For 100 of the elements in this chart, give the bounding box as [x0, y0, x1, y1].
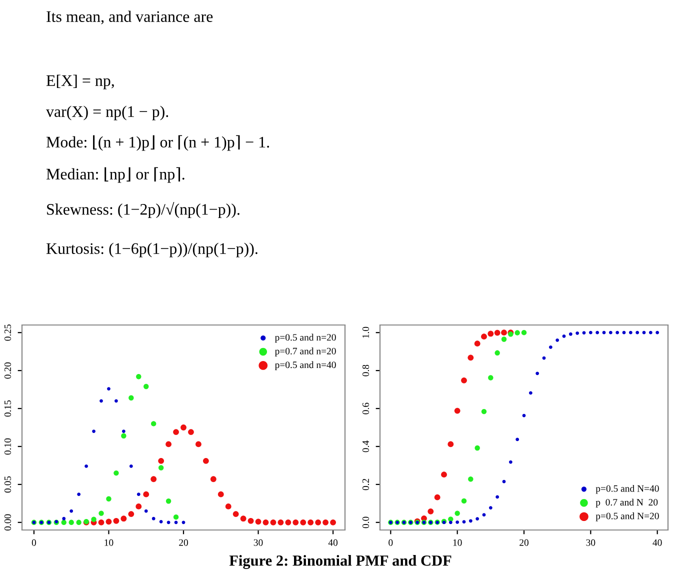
point	[476, 517, 480, 520]
text: E[X] = np,	[46, 74, 114, 90]
point	[225, 504, 232, 510]
point	[91, 516, 96, 522]
point	[240, 516, 246, 522]
point	[248, 518, 254, 524]
point	[488, 375, 494, 380]
point	[516, 438, 520, 442]
point	[255, 518, 262, 525]
point	[114, 399, 118, 403]
point	[136, 492, 140, 496]
legend-label: p=0.5 and N=20	[596, 512, 659, 522]
point	[278, 519, 284, 526]
point	[494, 350, 500, 356]
text: Mode: ⌊(n + 1)p⌋ or ⌈(n + 1)p⌉ − 1.	[46, 135, 270, 151]
legend-label: p=0.7 and n=20	[274, 348, 336, 356]
x-tick-label: 10	[453, 539, 462, 546]
point	[441, 472, 447, 478]
point	[300, 519, 306, 526]
point	[514, 330, 520, 336]
point	[92, 430, 96, 433]
point	[182, 520, 186, 524]
text: var(X) = np(1 − p).	[46, 106, 168, 120]
point	[232, 511, 239, 517]
point	[428, 508, 434, 514]
point	[588, 330, 592, 334]
point	[218, 491, 224, 498]
point	[62, 516, 66, 520]
point	[196, 441, 202, 448]
x-tick-label: 10	[104, 539, 114, 546]
point	[144, 509, 148, 513]
text: Its mean, and variance are	[46, 10, 213, 24]
x-tick-label: 20	[179, 539, 188, 546]
point	[84, 464, 88, 468]
point	[462, 520, 466, 524]
point	[628, 330, 632, 334]
legend-label: p 0.7 and N 20	[596, 498, 658, 508]
point	[616, 330, 620, 334]
point	[608, 330, 612, 334]
point	[61, 520, 66, 526]
point	[270, 519, 276, 526]
x-tick-label: 40	[652, 539, 662, 546]
y-tick-label: 0.15	[4, 400, 12, 417]
point	[501, 336, 507, 342]
point	[562, 334, 566, 338]
y-tick-label: 0.8	[362, 364, 370, 376]
point	[136, 374, 142, 380]
y-tick-label: 0.20	[4, 362, 12, 379]
point	[556, 338, 560, 342]
point	[114, 470, 119, 476]
text: Median: ⌊np⌋ or ⌈np⌉.	[46, 167, 184, 183]
point	[129, 464, 133, 468]
point	[468, 519, 472, 523]
point	[636, 330, 640, 334]
point	[576, 331, 580, 335]
point	[456, 520, 460, 524]
point	[448, 520, 452, 524]
point	[315, 519, 322, 526]
point	[308, 519, 314, 526]
point	[656, 330, 660, 334]
point	[496, 495, 500, 499]
point	[100, 399, 103, 403]
legend-label: p=0.5 and N=40	[596, 484, 659, 494]
point	[180, 424, 186, 430]
point	[144, 384, 149, 390]
point	[188, 429, 194, 435]
point	[448, 441, 454, 448]
point	[150, 421, 156, 426]
point	[508, 460, 512, 464]
point	[596, 330, 600, 334]
point	[158, 458, 164, 464]
caption: Figure 2: Binomial PMF and CDF	[229, 555, 452, 569]
x-tick-label: 20	[520, 539, 528, 546]
point	[159, 520, 163, 524]
point	[481, 408, 487, 414]
point	[568, 332, 572, 336]
point	[76, 520, 82, 526]
point	[474, 340, 480, 347]
point	[488, 330, 494, 337]
point	[166, 498, 172, 504]
point	[454, 510, 460, 516]
y-tick-label: 0.05	[4, 476, 12, 493]
point	[166, 520, 170, 524]
point	[501, 330, 507, 336]
legend-label: p=0.5 and n=40	[274, 361, 336, 370]
x-tick-label: 0	[388, 539, 393, 546]
point	[521, 330, 527, 336]
point	[482, 513, 486, 517]
x-tick-label: 0	[32, 539, 36, 546]
point	[98, 519, 104, 526]
point	[292, 519, 299, 526]
point	[536, 372, 540, 376]
point	[106, 496, 112, 502]
point	[262, 519, 269, 526]
point	[454, 408, 460, 414]
point	[98, 510, 104, 516]
point	[468, 476, 474, 482]
text: Skewness: (1−2p)/√(np(1−p)).	[47, 202, 240, 218]
point	[474, 445, 480, 451]
point	[121, 433, 126, 438]
